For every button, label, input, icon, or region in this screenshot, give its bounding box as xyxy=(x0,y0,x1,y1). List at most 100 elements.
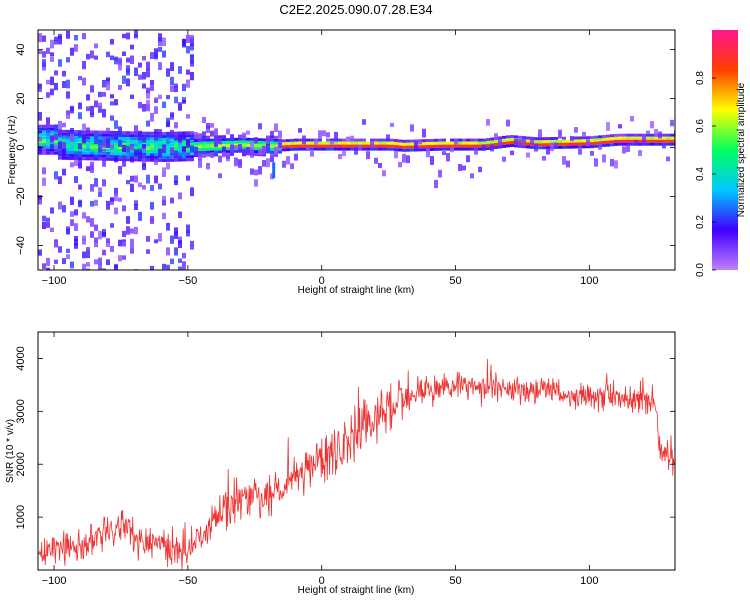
spectrogram-cell xyxy=(302,147,306,151)
spectrogram-cell xyxy=(294,141,298,145)
spectrogram-cell xyxy=(366,144,370,148)
spectrogram-cell xyxy=(154,134,158,138)
spectrogram-cell xyxy=(290,141,294,145)
spectrogram-cell xyxy=(246,143,250,147)
spectrogram-cell xyxy=(202,150,206,158)
spectrogram-cell xyxy=(94,241,98,248)
spectrogram-cell xyxy=(514,135,518,139)
spectrogram-cell xyxy=(78,157,82,161)
spectrogram-cell xyxy=(650,142,654,146)
spectrogram-cell xyxy=(66,141,70,145)
y-tick-label: 2000 xyxy=(15,452,27,476)
spectrogram-cell xyxy=(362,144,366,148)
spectrogram-cell xyxy=(50,52,54,57)
spectrogram-cell xyxy=(122,140,126,144)
spectrogram-cell xyxy=(98,154,102,158)
spectrogram-cell xyxy=(158,143,162,147)
spectrogram-cell xyxy=(426,148,430,158)
spectrogram-cell xyxy=(506,135,510,139)
spectrogram-cell xyxy=(490,140,494,144)
spectrogram-cell xyxy=(586,136,590,140)
spectrogram-cell xyxy=(218,144,222,148)
spectrogram-cell xyxy=(54,148,58,152)
spectrogram-cell xyxy=(178,102,182,111)
colorbar-gradient xyxy=(712,30,738,270)
spectrogram-cell xyxy=(74,34,78,41)
spectrogram-cell xyxy=(554,139,558,143)
spectrogram-cell xyxy=(178,211,182,219)
spectrogram-cell xyxy=(362,141,366,145)
spectrogram-cell xyxy=(590,142,594,146)
spectrogram-cell xyxy=(470,147,474,151)
spectrogram-cell xyxy=(42,139,46,143)
spectrogram-cell xyxy=(618,136,622,140)
spectrogram-cell xyxy=(82,142,86,146)
spectrogram-cell xyxy=(82,77,86,86)
spectrogram-cell xyxy=(210,130,214,137)
spectrogram-cell xyxy=(182,155,186,159)
spectrogram-cell xyxy=(506,119,510,127)
spectrogram-cell xyxy=(626,136,630,140)
spectrogram-cell xyxy=(434,138,438,142)
spectrogram-cell xyxy=(126,229,130,235)
spectrogram-cell xyxy=(102,139,106,148)
spectrogram-cell xyxy=(406,155,410,164)
spectrogram-cell xyxy=(74,157,78,161)
spectrogram-cell xyxy=(610,143,614,147)
x-tick-label: 50 xyxy=(449,575,461,587)
spectrogram-cell xyxy=(106,51,110,58)
spectrogram-cell xyxy=(150,265,154,270)
spectrogram-cell xyxy=(570,139,574,143)
spectrogram-cell xyxy=(206,144,210,148)
spectrogram-cell xyxy=(162,199,166,206)
snr-plot-area xyxy=(38,332,675,570)
x-tick-label: 0 xyxy=(319,275,325,287)
spectrogram-cell xyxy=(38,49,42,55)
spectrogram-cell xyxy=(322,130,326,137)
spectrogram-cell xyxy=(202,131,206,140)
spectrogram-cell xyxy=(126,78,130,87)
spectrogram-cell xyxy=(150,153,154,161)
x-tick-label: 50 xyxy=(449,275,461,287)
spectrogram-cell xyxy=(154,137,158,141)
spectrogram-cell xyxy=(38,133,42,137)
spectrogram-cell xyxy=(70,127,74,133)
spectrogram-cell xyxy=(334,141,338,145)
spectrogram-cell xyxy=(114,155,118,163)
spectrogram-cell xyxy=(578,145,582,149)
spectrogram-cell xyxy=(94,151,98,155)
spectrogram-cell xyxy=(218,155,222,163)
spectrogram-cell xyxy=(222,147,226,155)
spectrogram-cell xyxy=(178,192,182,200)
spectrogram-cell xyxy=(274,141,278,145)
spectrogram-cell xyxy=(338,144,342,148)
spectrogram-cell xyxy=(606,143,610,147)
spectrogram-cell xyxy=(122,144,126,152)
spectrogram-cell xyxy=(406,139,410,143)
spectrogram-cell xyxy=(162,153,166,157)
x-tick-label: −100 xyxy=(42,275,67,287)
spectrogram-cell xyxy=(178,149,182,153)
spectrogram-cell xyxy=(86,157,90,161)
spectrogram-cell xyxy=(286,139,290,143)
spectrogram-cell xyxy=(166,162,170,170)
spectrogram-cell xyxy=(154,48,158,54)
spectrogram-cell xyxy=(130,183,134,193)
y-tick-label: 1000 xyxy=(15,505,27,529)
spectrogram-cell xyxy=(590,151,594,156)
spectrogram-cell xyxy=(134,125,138,134)
spectrogram-cell xyxy=(498,138,502,147)
spectrogram-cell xyxy=(270,138,274,142)
spectrogram-cell xyxy=(106,259,110,266)
spectrogram-cell xyxy=(506,141,510,145)
spectrogram-cell xyxy=(282,142,286,146)
spectrogram-cell xyxy=(66,132,70,136)
spectrogram-cell xyxy=(78,143,82,150)
spectrogram-cell xyxy=(46,222,50,228)
spectrogram-cell xyxy=(542,146,546,150)
spectrogram-cell xyxy=(246,137,250,141)
spectrogram-cell xyxy=(186,152,190,156)
spectrogram-cell xyxy=(246,140,250,144)
spectrogram-cell xyxy=(274,138,278,142)
spectrogram-cell xyxy=(346,136,350,142)
